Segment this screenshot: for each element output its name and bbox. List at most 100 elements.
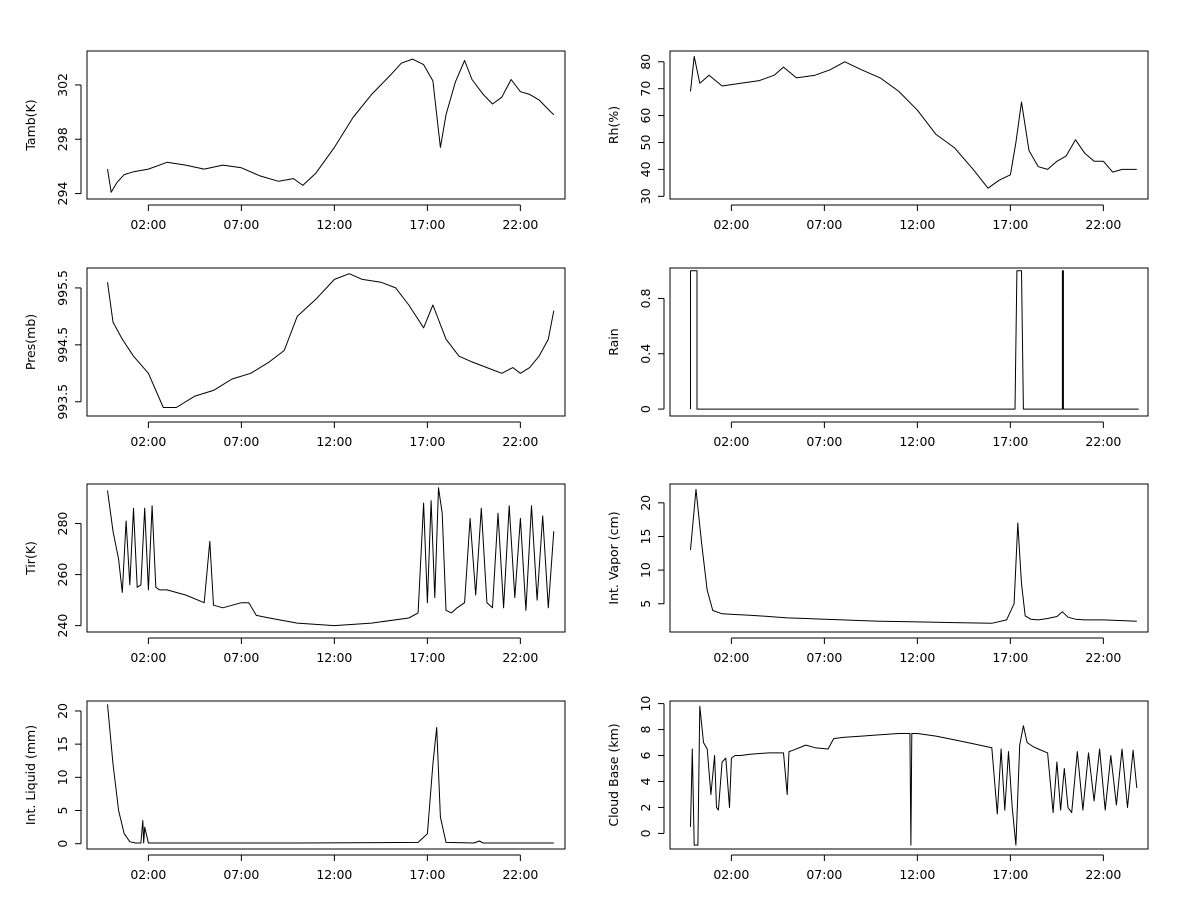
series-line xyxy=(690,705,1138,846)
y-tick-label: 0 xyxy=(638,829,653,837)
plot-frame xyxy=(669,700,1149,850)
y-axis-label: Int. Liquid (mm) xyxy=(23,725,38,825)
y-tick-label: 0 xyxy=(638,405,653,413)
x-tick-label: 17:00 xyxy=(992,217,1028,232)
y-tick-label: 30 xyxy=(638,188,653,204)
y-tick-label: 2 xyxy=(638,803,653,811)
series-line xyxy=(690,488,1137,624)
x-tick-label: 02:00 xyxy=(130,217,166,232)
y-tick-label: 0.4 xyxy=(638,344,653,364)
x-tick-label: 22:00 xyxy=(502,217,538,232)
y-tick-label: 0.8 xyxy=(638,288,653,308)
y-tick-label: 10 xyxy=(55,769,70,785)
y-tick-label: 20 xyxy=(638,495,653,511)
x-tick-label: 07:00 xyxy=(223,434,259,449)
y-axis-label: Tamb(K) xyxy=(23,99,38,151)
plot-frame xyxy=(669,267,1149,417)
panel-2: 02:00 07:00 12:00 17:00 22:00 30 40 50 60 70 80 Rh(… xyxy=(606,50,1149,232)
y-tick-label: 15 xyxy=(638,529,653,545)
plot-frame xyxy=(669,50,1149,200)
x-tick-label: 22:00 xyxy=(1085,650,1121,665)
x-tick-label: 12:00 xyxy=(316,650,352,665)
x-tick-label: 22:00 xyxy=(502,650,538,665)
x-tick-label: 12:00 xyxy=(899,434,935,449)
x-tick-label: 02:00 xyxy=(713,217,749,232)
x-tick-label: 02:00 xyxy=(130,434,166,449)
x-tick-label: 17:00 xyxy=(992,867,1028,882)
y-tick-label: 70 xyxy=(638,81,653,97)
x-tick-label: 02:00 xyxy=(713,650,749,665)
plot-frame xyxy=(86,267,566,417)
plot-frame xyxy=(86,483,566,633)
y-tick-label: 298 xyxy=(55,127,70,151)
y-tick-label: 260 xyxy=(55,563,70,587)
x-tick-label: 17:00 xyxy=(409,434,445,449)
x-tick-label: 17:00 xyxy=(409,867,445,882)
y-tick-label: 60 xyxy=(638,108,653,124)
series-line xyxy=(107,704,554,844)
x-tick-label: 02:00 xyxy=(130,867,166,882)
y-tick-label: 80 xyxy=(638,54,653,70)
x-tick-label: 22:00 xyxy=(502,434,538,449)
y-axis-label: Int. Vapor (cm) xyxy=(606,511,621,604)
y-axis-label: Cloud Base (km) xyxy=(606,723,621,826)
series-line xyxy=(107,273,555,408)
x-tick-label: 02:00 xyxy=(713,867,749,882)
y-tick-label: 50 xyxy=(638,134,653,150)
y-tick-label: 994.5 xyxy=(55,327,70,363)
panel-7: 02:00 07:00 12:00 17:00 22:00 0 5 10 15 20 Int. Li… xyxy=(23,700,566,882)
x-tick-label: 07:00 xyxy=(806,217,842,232)
series-line xyxy=(107,487,555,627)
x-tick-label: 12:00 xyxy=(316,434,352,449)
x-tick-label: 12:00 xyxy=(316,217,352,232)
y-tick-label: 294 xyxy=(55,182,70,206)
y-axis-label: Rh(%) xyxy=(606,106,621,144)
x-tick-label: 07:00 xyxy=(223,217,259,232)
y-tick-label: 10 xyxy=(638,696,653,712)
y-tick-label: 20 xyxy=(55,703,70,719)
x-tick-label: 02:00 xyxy=(130,650,166,665)
x-tick-label: 07:00 xyxy=(806,867,842,882)
x-tick-label: 12:00 xyxy=(316,867,352,882)
y-tick-label: 995.5 xyxy=(55,270,70,306)
x-tick-label: 07:00 xyxy=(223,867,259,882)
y-tick-label: 4 xyxy=(638,777,653,785)
x-tick-label: 07:00 xyxy=(806,434,842,449)
series-line xyxy=(690,270,1139,410)
panel-3: 02:00 07:00 12:00 17:00 22:00 0 0.4 0.8 Rain xyxy=(606,267,1149,449)
y-tick-label: 5 xyxy=(55,807,70,815)
y-tick-label: 10 xyxy=(638,562,653,578)
x-tick-label: 17:00 xyxy=(992,434,1028,449)
y-tick-label: 5 xyxy=(638,600,653,608)
y-axis-label: Rain xyxy=(606,328,621,355)
x-tick-label: 07:00 xyxy=(223,650,259,665)
x-tick-label: 22:00 xyxy=(1085,434,1121,449)
y-tick-label: 302 xyxy=(55,73,70,97)
y-tick-label: 240 xyxy=(55,614,70,638)
y-tick-label: 40 xyxy=(638,161,653,177)
panel-1: 02:00 07:00 12:00 17:00 22:00 294 298 302 Tamb(K… xyxy=(23,50,566,232)
y-tick-label: 6 xyxy=(638,752,653,760)
plot-frame xyxy=(86,50,566,200)
y-axis-label: Tir(K) xyxy=(23,541,38,576)
y-tick-label: 0 xyxy=(55,840,70,848)
x-tick-label: 12:00 xyxy=(899,650,935,665)
panel-4: 02:00 07:00 12:00 17:00 22:00 993.5 994.5 995.5… xyxy=(23,267,566,449)
x-tick-label: 12:00 xyxy=(899,867,935,882)
x-tick-label: 12:00 xyxy=(899,217,935,232)
series-line xyxy=(107,58,555,193)
x-tick-label: 22:00 xyxy=(1085,867,1121,882)
series-line xyxy=(690,55,1137,189)
panel-8: 02:00 07:00 12:00 17:00 22:00 0 2 4 6 8 10 Cloud Ba… xyxy=(606,696,1149,882)
panel-6: 02:00 07:00 12:00 17:00 22:00 5 10 15 20 Int. Vap… xyxy=(606,483,1149,665)
y-tick-label: 8 xyxy=(638,726,653,734)
x-tick-label: 22:00 xyxy=(502,867,538,882)
y-axis-label: Pres(mb) xyxy=(23,314,38,370)
x-tick-label: 22:00 xyxy=(1085,217,1121,232)
y-tick-label: 280 xyxy=(55,512,70,536)
x-tick-label: 17:00 xyxy=(409,217,445,232)
y-tick-label: 993.5 xyxy=(55,384,70,420)
y-tick-label: 15 xyxy=(55,736,70,752)
x-tick-label: 02:00 xyxy=(713,434,749,449)
